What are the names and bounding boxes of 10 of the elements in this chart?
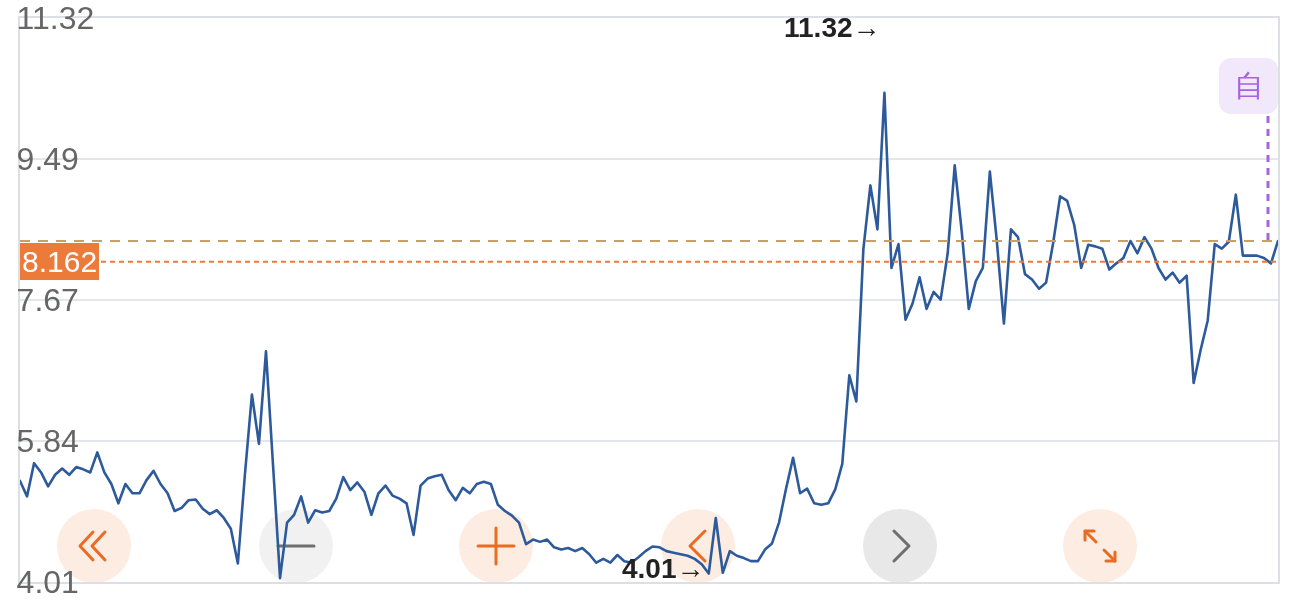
ref-line-label: 8.162 bbox=[22, 245, 98, 278]
annotation: 4.01→ bbox=[622, 553, 705, 584]
y-tick-label: 7.67 bbox=[16, 281, 79, 318]
y-tick-label: 4.01 bbox=[16, 564, 79, 600]
y-tick-label: 11.32 bbox=[16, 0, 95, 37]
y-tick-label: 5.84 bbox=[16, 423, 79, 460]
annotation: 11.32→ bbox=[784, 12, 881, 43]
y-tick-label: 9.49 bbox=[16, 141, 79, 178]
annotation: 自 bbox=[1219, 58, 1278, 114]
pin-badge: 自 bbox=[1219, 58, 1278, 241]
